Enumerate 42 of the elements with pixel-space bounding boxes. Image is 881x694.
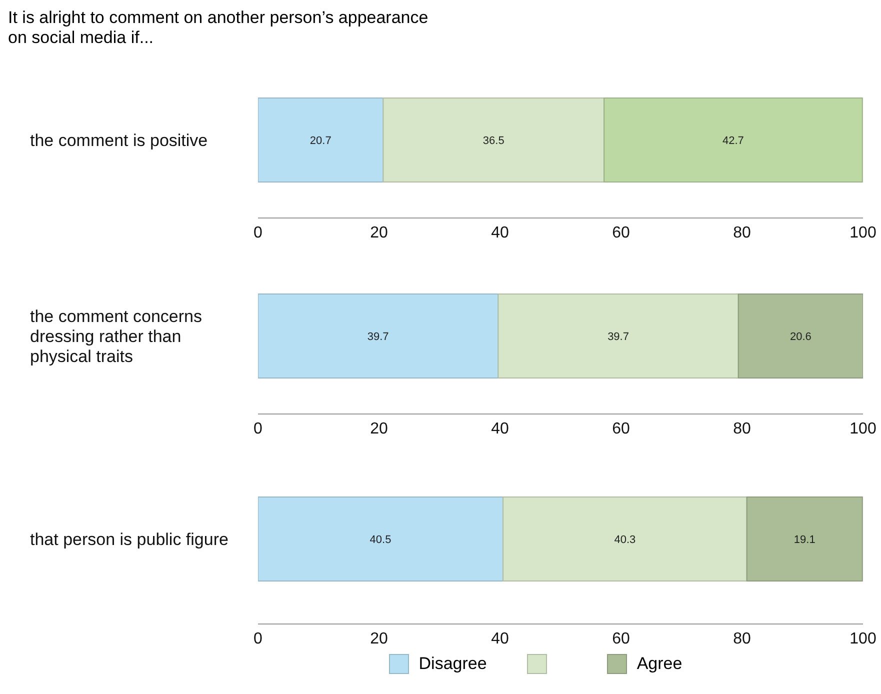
y-tick-label: the comment concerns dressing rather than physical traits xyxy=(30,307,202,366)
legend-label: Disagree xyxy=(418,654,487,674)
legend-label: Agree xyxy=(636,654,682,674)
data-label: 39.7 xyxy=(367,330,389,343)
x-tick-label: 60 xyxy=(612,420,630,438)
x-tick-label: 100 xyxy=(850,630,876,648)
x-tick-label: 40 xyxy=(491,224,509,242)
bar xyxy=(382,98,605,182)
x-tick-label: 80 xyxy=(733,420,751,438)
y-tick-label: the comment is positive xyxy=(30,131,208,150)
x-tick-label: 20 xyxy=(370,224,388,242)
data-label: 42.7 xyxy=(722,134,744,147)
data-label: 40.5 xyxy=(370,534,392,546)
data-label: 19.1 xyxy=(794,534,816,546)
x-tick-label: 100 xyxy=(850,224,876,242)
chart-title: It is alright to comment on another person’s appearance on social media if... xyxy=(8,8,430,49)
x-tick-label: 80 xyxy=(733,630,751,648)
x-tick-label: 0 xyxy=(254,224,263,242)
bar xyxy=(738,294,863,378)
bar xyxy=(258,496,504,582)
x-tick-label: 40 xyxy=(491,420,509,438)
data-label: 20.6 xyxy=(790,330,812,343)
bar xyxy=(258,98,384,182)
bar xyxy=(604,98,863,182)
data-label: 40.3 xyxy=(614,534,636,546)
y-tick-label: that person is public figure xyxy=(30,530,228,549)
x-tick-label: 100 xyxy=(850,420,876,438)
data-label: 39.7 xyxy=(608,330,629,343)
data-label: 36.5 xyxy=(482,134,504,147)
bar xyxy=(502,496,748,582)
bar xyxy=(746,496,863,582)
bar xyxy=(498,294,739,378)
x-tick-label: 0 xyxy=(254,420,263,438)
x-tick-label: 0 xyxy=(254,630,263,648)
data-label: 20.7 xyxy=(310,134,332,147)
x-tick-label: 60 xyxy=(612,630,630,648)
x-tick-label: 20 xyxy=(370,420,388,438)
x-tick-label: 40 xyxy=(491,630,509,648)
x-tick-label: 20 xyxy=(370,630,388,648)
x-tick-label: 60 xyxy=(612,224,630,242)
bar xyxy=(258,294,499,378)
x-tick-label: 80 xyxy=(733,224,751,242)
